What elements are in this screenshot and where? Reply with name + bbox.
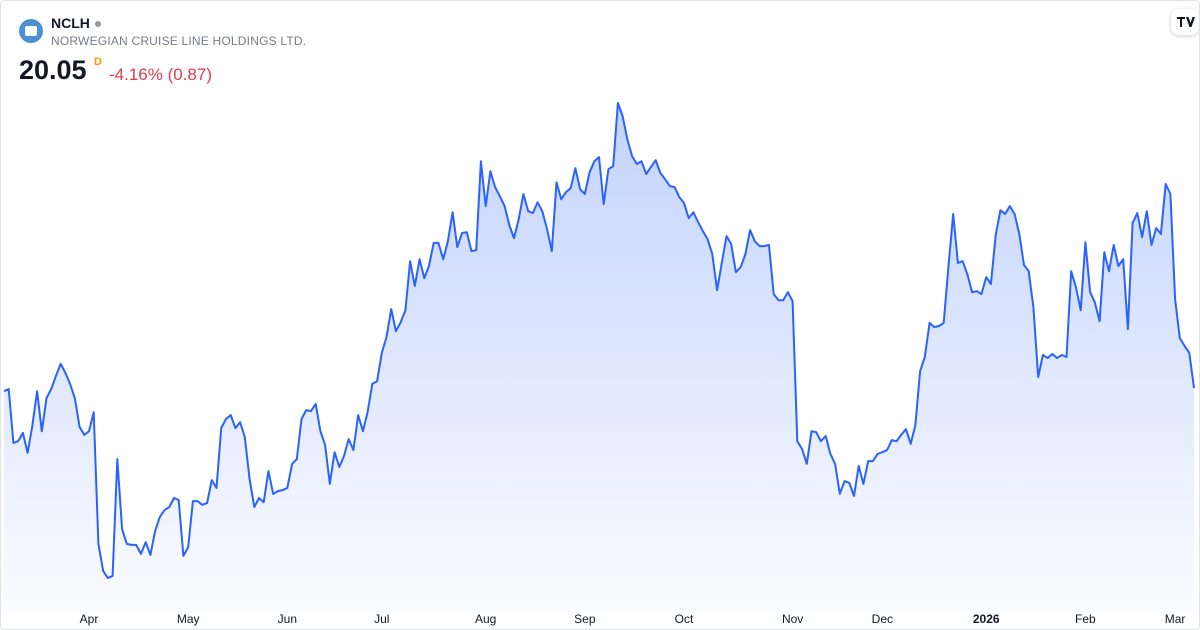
symbol-logo bbox=[19, 19, 43, 43]
last-price: 20.05 bbox=[19, 55, 87, 85]
price-change: -4.16% (0.87) bbox=[109, 65, 212, 84]
company-name: NORWEGIAN CRUISE LINE HOLDINGS LTD. bbox=[51, 34, 307, 48]
symbol-text[interactable]: NCLH bbox=[51, 15, 90, 31]
x-tick-label: Nov bbox=[782, 612, 803, 626]
x-tick-label: Dec bbox=[872, 612, 893, 626]
area-fill bbox=[4, 103, 1194, 613]
x-tick-label: Mar bbox=[1165, 612, 1186, 626]
logo-icon bbox=[1177, 17, 1195, 27]
x-tick-label: Sep bbox=[574, 612, 596, 626]
x-tick-label: Oct bbox=[675, 612, 694, 626]
price-line bbox=[3, 102, 1195, 579]
x-tick-label: 2026 bbox=[973, 612, 1000, 626]
x-tick-label: May bbox=[177, 612, 200, 626]
x-tick-label: Jun bbox=[278, 612, 297, 626]
tradingview-logo[interactable] bbox=[1171, 9, 1199, 35]
x-tick-label: Jul bbox=[374, 612, 389, 626]
status-dot bbox=[94, 21, 101, 28]
x-tick-label: Apr bbox=[80, 612, 99, 626]
symbol[interactable]: NCLH bbox=[51, 15, 101, 31]
interval-badge: D bbox=[94, 56, 102, 68]
x-tick-label: Feb bbox=[1075, 612, 1096, 626]
x-tick-label: Aug bbox=[475, 612, 496, 626]
